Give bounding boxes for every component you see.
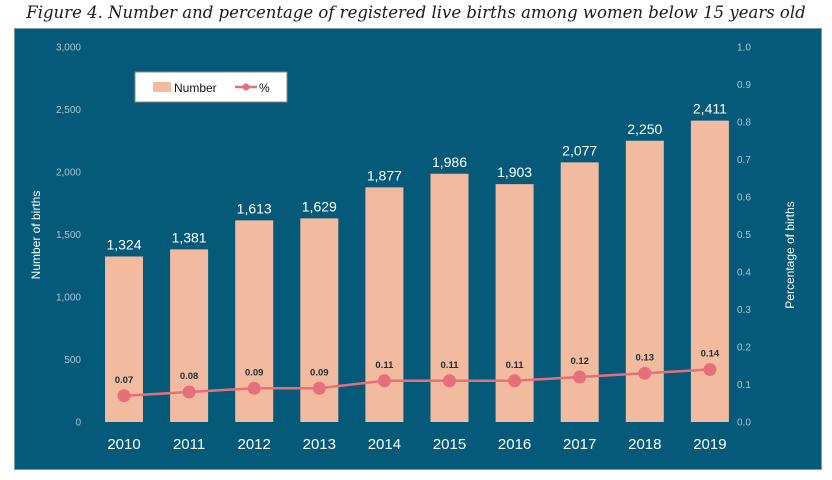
right-tick-label: 0.6 — [737, 193, 751, 204]
x-tick-label: 2013 — [303, 436, 336, 453]
x-tick-label: 2011 — [173, 436, 205, 453]
left-tick-label: 0 — [75, 418, 81, 429]
percent-marker — [312, 381, 326, 395]
percent-value-label: 0.11 — [441, 360, 460, 371]
x-tick-label: 2012 — [238, 436, 271, 453]
legend-label-percent: % — [259, 81, 270, 95]
bar — [690, 120, 729, 422]
bar-value-label: 1,381 — [172, 229, 207, 245]
left-tick-label: 2,000 — [56, 168, 81, 179]
percent-value-label: 0.07 — [115, 375, 134, 386]
percent-value-label: 0.13 — [636, 352, 655, 363]
right-tick-label: 0.1 — [737, 380, 751, 391]
chart-panel: 0 500 1,000 1,500 2,000 2,500 3,000 0.0 0.1 0.2 0… — [14, 28, 822, 470]
percent-line — [123, 368, 710, 397]
percent-marker — [117, 389, 131, 403]
percent-value-label: 0.14 — [701, 349, 720, 360]
left-axis-title: Number of births — [29, 191, 43, 280]
x-tick-label: 2015 — [433, 436, 466, 453]
percent-marker — [443, 374, 456, 388]
right-tick-label: 0.7 — [737, 155, 751, 166]
legend: Number % — [134, 71, 288, 103]
legend-box — [134, 71, 288, 103]
right-axis-title: Percentage of births — [783, 201, 797, 308]
right-tick-label: 0.2 — [737, 343, 751, 354]
right-tick-label: 1.0 — [737, 43, 751, 54]
percent-marker — [703, 363, 717, 376]
bar-series — [105, 120, 729, 422]
bar-value-label: 1,986 — [432, 154, 467, 170]
line-value-labels: 0.07 0.08 0.09 0.09 0.11 0.11 0.11 0.12 0.13 0.14 — [115, 349, 720, 386]
figure-title: Figure 4. Number and percentage of regis… — [26, 3, 806, 22]
left-tick-label: 500 — [64, 355, 81, 366]
bar-value-label: 1,613 — [237, 200, 272, 216]
percent-marker — [377, 374, 391, 388]
percent-value-label: 0.09 — [310, 367, 329, 378]
bar-value-label: 2,077 — [562, 142, 597, 158]
bar-value-labels: 1,324 1,381 1,613 1,629 1,877 1,986 1,903 2,077… — [106, 101, 727, 253]
right-y-axis: 0.0 0.1 0.2 0.3 0.4 0.5 0.6 0.7 0.8 0.9 1.0 — [737, 43, 751, 429]
x-tick-label: 2014 — [368, 436, 401, 453]
legend-label-number: Number — [174, 81, 217, 95]
bar-value-label: 1,903 — [497, 164, 532, 180]
x-axis: 2010 2011 2012 2013 2014 2015 2016 2017 2018 2019 — [107, 436, 726, 453]
bar-value-label: 2,411 — [693, 101, 727, 117]
bar-value-label: 1,324 — [106, 237, 141, 253]
percent-marker — [247, 381, 261, 395]
left-y-axis: 0 500 1,000 1,500 2,000 2,500 3,000 — [56, 43, 81, 429]
right-tick-label: 0.5 — [737, 230, 751, 241]
percent-marker — [508, 374, 522, 388]
right-tick-label: 0.9 — [737, 80, 751, 91]
line-series — [117, 363, 717, 403]
percent-marker — [573, 370, 587, 384]
bar-value-label: 2,250 — [627, 121, 662, 137]
left-tick-label: 3,000 — [56, 43, 81, 54]
percent-marker — [638, 366, 652, 380]
legend-swatch-number — [153, 82, 171, 92]
legend-swatch-percent-marker — [242, 83, 250, 91]
percent-marker — [182, 385, 196, 399]
left-tick-label: 2,500 — [56, 105, 81, 116]
left-tick-label: 1,500 — [56, 230, 81, 241]
right-tick-label: 0.4 — [737, 268, 751, 279]
x-tick-label: 2017 — [563, 436, 596, 453]
x-tick-label: 2010 — [107, 436, 140, 453]
right-tick-label: 0.0 — [737, 418, 751, 429]
x-tick-label: 2018 — [628, 436, 661, 453]
left-tick-label: 1,000 — [56, 293, 81, 304]
bar — [625, 140, 664, 422]
percent-value-label: 0.08 — [180, 371, 199, 382]
percent-value-label: 0.11 — [506, 360, 525, 371]
x-tick-label: 2016 — [498, 436, 531, 453]
x-tick-label: 2019 — [693, 436, 726, 453]
bar-value-label: 1,877 — [367, 167, 402, 183]
right-tick-label: 0.8 — [737, 118, 751, 129]
percent-value-label: 0.11 — [375, 360, 394, 371]
percent-value-label: 0.09 — [245, 367, 264, 378]
right-tick-label: 0.3 — [737, 305, 751, 316]
bar-value-label: 1,629 — [302, 198, 337, 214]
percent-value-label: 0.12 — [570, 356, 589, 367]
